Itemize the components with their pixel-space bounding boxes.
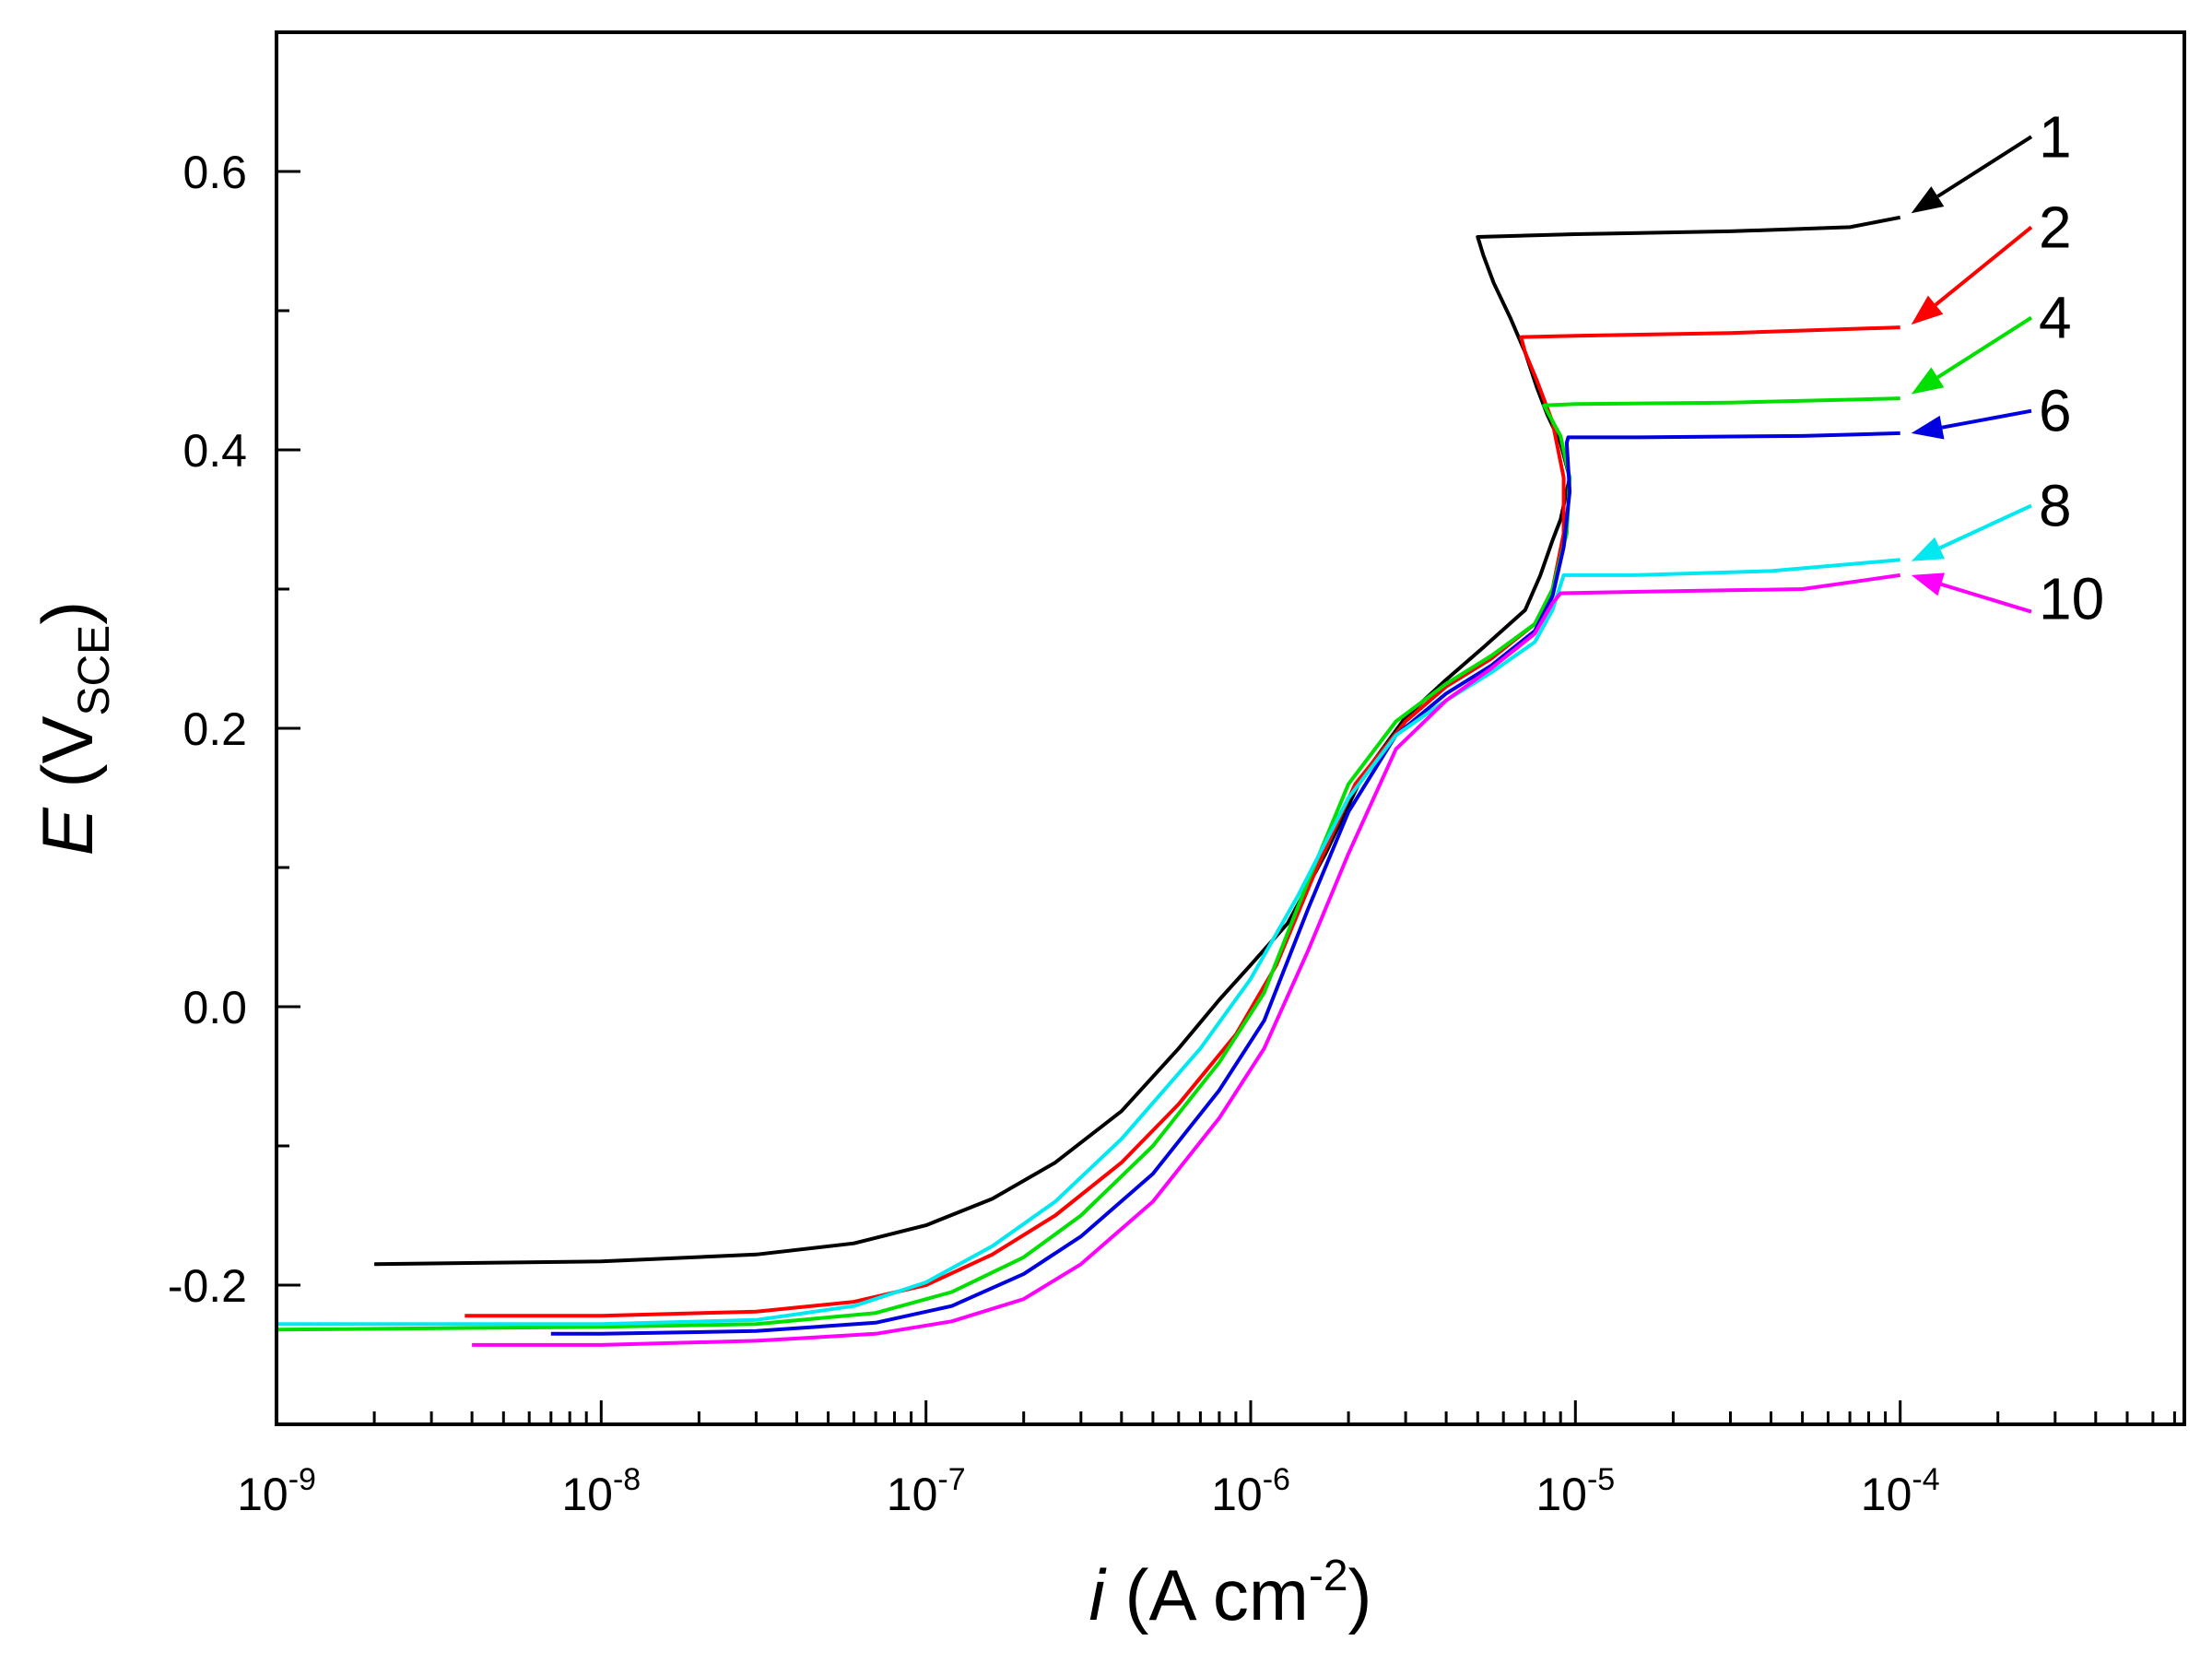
x-tick-label: 10-5 [1535,1462,1615,1520]
series-line-1 [374,215,1901,1267]
x-tick-label: 10-6 [1211,1462,1290,1520]
series-label-8: 8 [2039,472,2072,538]
arrow-head-10 [1911,572,1945,596]
y-tick-label: 0.0 [182,982,247,1033]
callout-layer: 1 2 4 6 8 10 [1911,103,2104,632]
x-tick-label: 10-8 [561,1462,641,1520]
arrow-shaft-1 [1936,135,2033,198]
x-tick-label: 10-4 [1861,1462,1940,1520]
y-tick-label: 0.6 [182,147,247,198]
series-label-2: 2 [2039,194,2072,260]
y-tick-label: 0.4 [182,425,247,477]
y-tick-label: -0.2 [168,1260,247,1312]
arrow-head-2 [1911,295,1944,325]
arrow-head-6 [1911,415,1945,440]
arrow-shaft-10 [1940,582,2032,614]
x-tick-label: 10-9 [237,1462,316,1520]
series-line-4 [276,396,1900,1332]
tick-layer [275,30,2176,1426]
y-axis-label: E (VSCE) [27,601,119,856]
series-label-4: 4 [2039,285,2072,351]
series-line-10 [472,572,1900,1347]
arrow-shaft-6 [1941,408,2032,430]
arrow-head-1 [1911,186,1945,214]
plot-frame [275,30,2186,1426]
y-tick-label: 0.2 [182,703,247,755]
arrow-head-8 [1911,537,1945,561]
series-layer [276,215,1901,1347]
series-line-2 [465,325,1900,1318]
series-line-6 [550,431,1900,1336]
arrow-shaft-4 [1936,315,2033,379]
x-tick-label: 10-7 [887,1462,966,1520]
label-layer: 10-9 10-8 10-7 10-6 10-5 10-4 0.6 0.4 0.2 0.0 -0.2 [168,147,1940,1520]
arrow-head-4 [1911,367,1945,395]
series-label-6: 6 [2039,378,2072,444]
series-label-1: 1 [2039,103,2072,170]
arrow-shaft-8 [1938,503,2032,550]
arrow-shaft-2 [1934,225,2033,307]
series-line-8 [276,558,1900,1327]
x-axis-label: i (A cm-2) [1088,1552,1371,1635]
series-label-10: 10 [2039,566,2104,632]
